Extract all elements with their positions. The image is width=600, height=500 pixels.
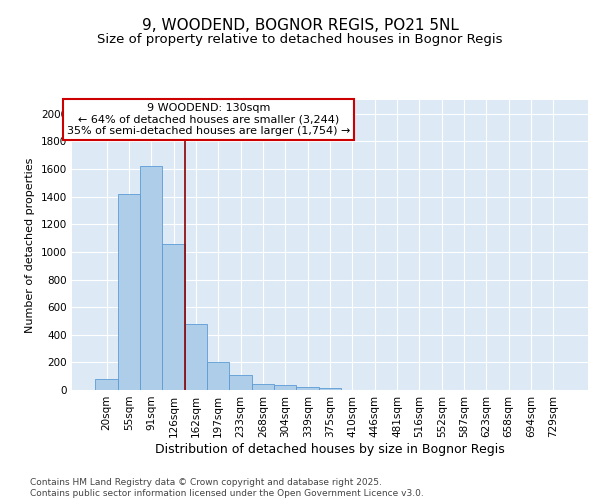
Text: Size of property relative to detached houses in Bognor Regis: Size of property relative to detached ho…: [97, 32, 503, 46]
Bar: [252, 384, 274, 390]
Bar: [296, 387, 319, 390]
Bar: [229, 374, 252, 390]
Bar: [274, 385, 296, 390]
Text: 9, WOODEND, BOGNOR REGIS, PO21 5NL: 9, WOODEND, BOGNOR REGIS, PO21 5NL: [142, 18, 458, 32]
Y-axis label: Number of detached properties: Number of detached properties: [25, 158, 35, 332]
Text: Contains HM Land Registry data © Crown copyright and database right 2025.
Contai: Contains HM Land Registry data © Crown c…: [30, 478, 424, 498]
Bar: [319, 388, 341, 390]
Bar: [118, 194, 140, 390]
Bar: [185, 324, 207, 390]
Text: 9 WOODEND: 130sqm
← 64% of detached houses are smaller (3,244)
35% of semi-detac: 9 WOODEND: 130sqm ← 64% of detached hous…: [67, 103, 350, 136]
Bar: [140, 166, 163, 390]
X-axis label: Distribution of detached houses by size in Bognor Regis: Distribution of detached houses by size …: [155, 442, 505, 456]
Bar: [95, 378, 118, 390]
Bar: [163, 244, 185, 390]
Bar: [207, 362, 229, 390]
